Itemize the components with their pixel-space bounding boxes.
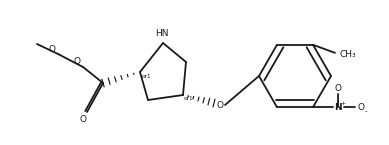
Text: O: O (335, 84, 342, 93)
Text: O: O (217, 100, 224, 109)
Text: O: O (74, 58, 81, 67)
Text: HN: HN (155, 29, 169, 39)
Text: +: + (340, 101, 345, 106)
Text: O: O (79, 116, 86, 125)
Text: O: O (49, 45, 56, 54)
Text: O: O (357, 103, 364, 112)
Text: or1: or1 (184, 97, 194, 102)
Text: N: N (334, 103, 342, 112)
Text: -: - (365, 108, 367, 114)
Text: or1: or1 (142, 74, 152, 78)
Text: CH₃: CH₃ (340, 50, 357, 59)
